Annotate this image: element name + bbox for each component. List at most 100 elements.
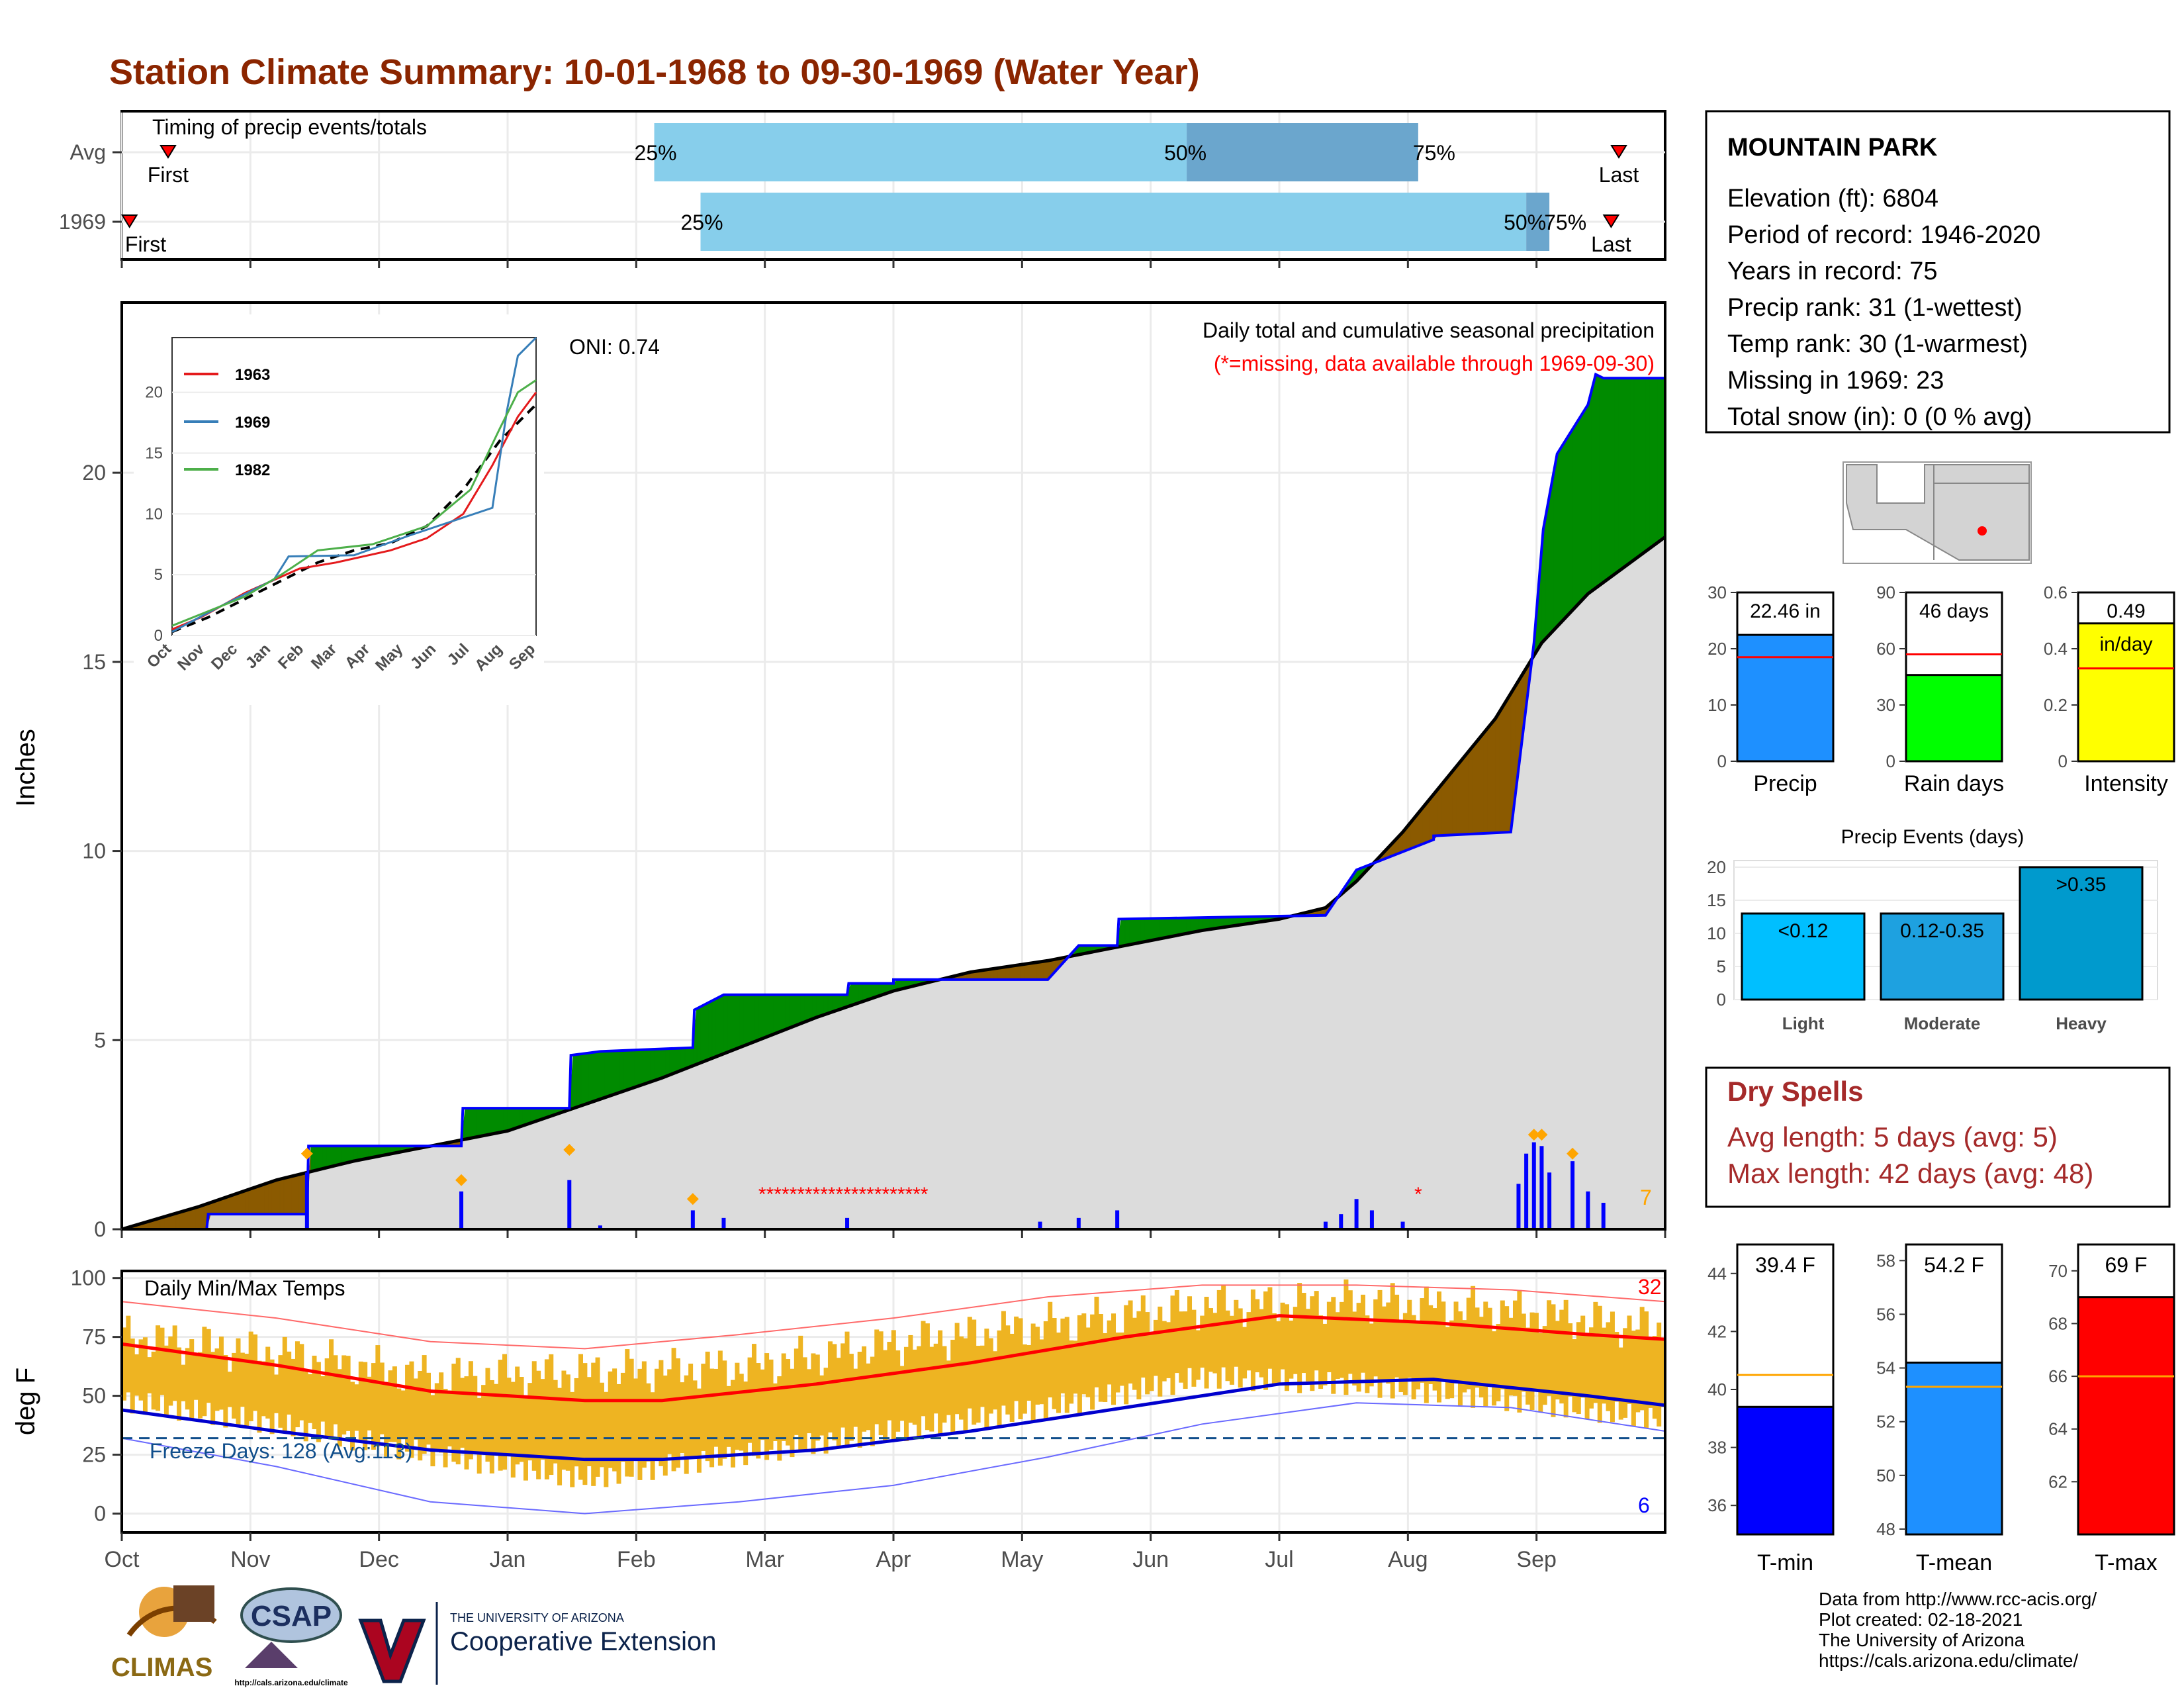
daily-temp-range-bar bbox=[993, 1351, 998, 1410]
daily-temp-range-bar bbox=[641, 1361, 647, 1468]
daily-temp-range-bar bbox=[582, 1363, 588, 1485]
departure-area-segment bbox=[789, 994, 794, 1029]
daily-temp-range-bar bbox=[130, 1338, 135, 1414]
daily-temp-range-bar bbox=[261, 1361, 266, 1417]
departure-area-segment bbox=[1441, 779, 1446, 836]
temp-summary-tick-label: 58 bbox=[1876, 1250, 1895, 1270]
departure-area-segment bbox=[638, 1049, 643, 1086]
departure-area-segment bbox=[1657, 377, 1662, 543]
daily-temp-range-bar bbox=[1280, 1302, 1285, 1370]
departure-area-segment bbox=[484, 1107, 489, 1136]
daily-temp-range-bar bbox=[418, 1371, 423, 1461]
inset-y-tick-label: 15 bbox=[145, 444, 163, 462]
departure-area-segment bbox=[1032, 962, 1037, 980]
daily-temp-range-bar bbox=[959, 1336, 964, 1420]
daily-temp-range-bar bbox=[1064, 1317, 1069, 1413]
daily-temp-range-bar bbox=[976, 1346, 981, 1423]
daily-temp-range-bar bbox=[1271, 1313, 1277, 1385]
departure-area-segment bbox=[318, 1145, 323, 1170]
departure-area-segment bbox=[700, 1004, 705, 1064]
daily-temp-range-bar bbox=[1525, 1327, 1531, 1405]
departure-area-segment bbox=[719, 994, 724, 1056]
temp-summary-fill bbox=[1905, 1361, 2003, 1536]
station-info-line: Missing in 1969: 23 bbox=[1727, 367, 1944, 395]
daily-temp-range-bar bbox=[1487, 1307, 1492, 1387]
daily-temp-range-bar bbox=[950, 1339, 956, 1434]
daily-temp-range-bar bbox=[586, 1377, 592, 1466]
departure-area-segment bbox=[1182, 917, 1187, 935]
daily-temp-range-bar bbox=[1179, 1311, 1184, 1383]
departure-area-segment bbox=[1040, 961, 1044, 980]
departure-area-segment bbox=[1475, 737, 1480, 834]
departure-area-segment bbox=[1561, 440, 1565, 624]
daily-temp-range-bar bbox=[1457, 1311, 1463, 1405]
daily-temp-range-bar bbox=[1195, 1330, 1201, 1380]
daily-precip-bar bbox=[1323, 1221, 1328, 1229]
daily-temp-range-bar bbox=[443, 1389, 448, 1468]
departure-area-segment bbox=[334, 1145, 338, 1166]
daily-temp-range-bar bbox=[1305, 1309, 1310, 1382]
ua-small-text: THE UNIVERSITY OF ARIZONA bbox=[450, 1611, 624, 1624]
daily-temp-range-bar bbox=[1204, 1296, 1209, 1389]
inset-legend-label: 1982 bbox=[235, 461, 270, 479]
departure-area-segment bbox=[503, 1107, 508, 1133]
departure-area-segment bbox=[673, 1048, 678, 1074]
daily-precip-bar bbox=[598, 1225, 602, 1229]
departure-area-segment bbox=[268, 1181, 273, 1215]
departure-area-segment bbox=[298, 1173, 304, 1215]
departure-area-segment bbox=[515, 1107, 520, 1129]
departure-area-segment bbox=[256, 1185, 261, 1215]
daily-temp-range-bar bbox=[988, 1338, 993, 1414]
events-y-tick-label: 0 bbox=[1717, 990, 1726, 1009]
missing-day-marker: * bbox=[758, 1184, 766, 1205]
departure-area-segment bbox=[800, 994, 805, 1024]
temp-summary-tick-label: 66 bbox=[2048, 1366, 2068, 1386]
departure-area-segment bbox=[264, 1182, 269, 1215]
departure-area-segment bbox=[723, 994, 728, 1055]
daily-temp-range-bar bbox=[1661, 1337, 1666, 1407]
daily-temp-range-bar bbox=[743, 1382, 749, 1466]
departure-area-segment bbox=[1429, 793, 1434, 842]
daily-temp-range-bar bbox=[324, 1358, 330, 1439]
daily-temp-range-bar bbox=[320, 1376, 326, 1422]
daily-temp-range-bar bbox=[1119, 1333, 1124, 1386]
daily-temp-range-bar bbox=[1216, 1289, 1222, 1389]
departure-area-segment bbox=[770, 994, 774, 1037]
temp-y-tick-label: 50 bbox=[82, 1384, 106, 1408]
departure-area-segment bbox=[1140, 918, 1145, 943]
departure-area-segment bbox=[1630, 377, 1635, 563]
daily-temp-range-bar bbox=[972, 1319, 977, 1425]
timing-p50-label: 50% bbox=[1164, 141, 1206, 165]
daily-temp-range-bar bbox=[1124, 1305, 1129, 1405]
departure-area-segment bbox=[1156, 917, 1160, 940]
temp-y-tick-label: 75 bbox=[82, 1325, 106, 1349]
csap-logo: CSAP http://cals.arizona.edu/climate bbox=[234, 1587, 348, 1687]
daily-precip-bar bbox=[845, 1217, 850, 1229]
daily-temp-range-bar bbox=[929, 1346, 934, 1432]
departure-area-segment bbox=[322, 1145, 327, 1170]
summary-bar-unit-label: in/day bbox=[2099, 633, 2152, 655]
daily-temp-range-bar bbox=[350, 1382, 355, 1451]
departure-area-segment bbox=[1017, 964, 1021, 980]
daily-temp-range-bar bbox=[671, 1348, 676, 1472]
departure-area-segment bbox=[310, 1145, 315, 1172]
departure-area-segment bbox=[615, 1050, 620, 1094]
missing-day-marker: * bbox=[805, 1184, 813, 1205]
summary-bar-fill bbox=[1736, 633, 1835, 763]
daily-temp-range-bar bbox=[1234, 1299, 1239, 1367]
daily-temp-range-bar bbox=[794, 1348, 799, 1435]
daily-temp-range-bar bbox=[1517, 1289, 1522, 1413]
daily-temp-range-bar bbox=[857, 1351, 862, 1448]
daily-temp-range-bar bbox=[836, 1358, 841, 1449]
month-label: Aug bbox=[1388, 1547, 1428, 1572]
temperature-summary-bars: 39.4 F 36 38 40 42 44 T-min 54.2 F 48 50 52 54 56 58 T… bbox=[1707, 1243, 2175, 1575]
daily-temp-range-bar bbox=[1132, 1317, 1137, 1390]
departure-area-segment bbox=[1649, 377, 1654, 549]
departure-area-segment bbox=[715, 996, 721, 1058]
daily-temp-range-bar bbox=[1107, 1320, 1112, 1385]
daily-temp-range-bar bbox=[1533, 1313, 1539, 1392]
daily-temp-range-bar bbox=[1563, 1299, 1569, 1418]
summary-bar-title: Rain days bbox=[1904, 771, 2004, 796]
heavy-event-marker-icon bbox=[1567, 1147, 1579, 1160]
departure-area-segment bbox=[1502, 698, 1508, 833]
